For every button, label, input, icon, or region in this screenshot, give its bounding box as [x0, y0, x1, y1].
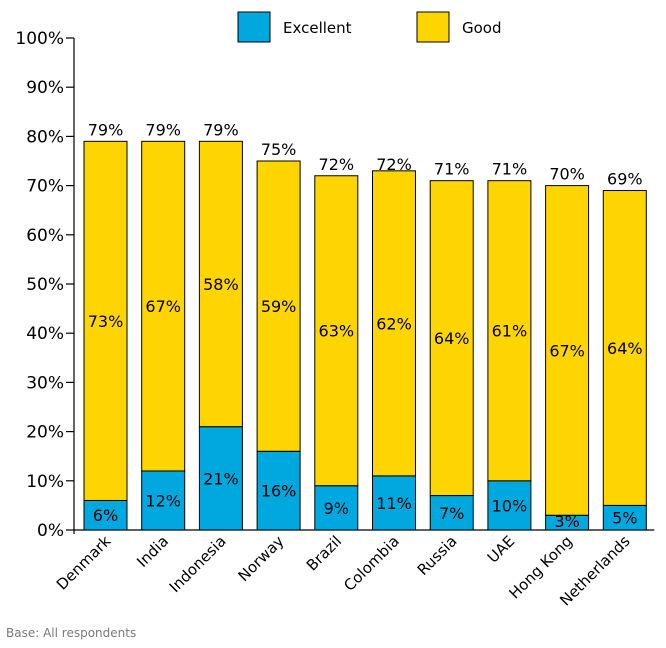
bar-value-label: 5%	[612, 509, 637, 528]
bar-value-label: 62%	[376, 314, 412, 333]
bar-segment-excellent	[83, 499, 128, 531]
bar-total-label: 72%	[376, 155, 412, 174]
bar-value-label: 21%	[203, 469, 239, 488]
bar-value-label: 16%	[261, 482, 297, 501]
bar-segment-good	[198, 140, 243, 428]
legend-swatch-excellent	[237, 11, 271, 43]
bar-total-label: 69%	[607, 170, 643, 189]
legend-label-good: Good	[462, 19, 502, 37]
legend-swatch-good	[416, 11, 450, 43]
stacked-bar-chart: Excellent Good 0% 10% 20% 30% 40% 50% 60% 70% 80% 9…	[15, 11, 655, 609]
x-category-label: Brazil	[303, 532, 345, 574]
base-footnote: Base: All respondents	[6, 626, 137, 640]
bar-segment-excellent	[198, 426, 243, 531]
x-category-label: UAE	[484, 532, 518, 566]
bar-segment-good	[429, 180, 474, 497]
legend-label-excellent: Excellent	[283, 19, 352, 37]
bar-segment-excellent	[314, 485, 359, 531]
bar-segment-good	[256, 160, 301, 452]
y-tick-label: 100%	[15, 29, 64, 49]
bar-total-label: 79%	[88, 120, 124, 139]
y-tick-label: 90%	[26, 78, 64, 98]
bar-value-label: 10%	[492, 496, 528, 515]
bar-total-label: 71%	[434, 160, 470, 179]
y-tick-label: 10%	[26, 472, 64, 492]
y-tick-label: 70%	[26, 177, 64, 197]
x-category-label: Norway	[234, 532, 287, 585]
x-category-label: Russia	[414, 532, 461, 579]
bar-segment-excellent	[141, 470, 186, 531]
bar-segment-excellent	[487, 480, 532, 531]
x-category-label: Indonesia	[166, 532, 230, 596]
x-category-label: India	[133, 532, 172, 571]
bar-value-label: 12%	[145, 491, 181, 510]
bar-value-label: 67%	[145, 297, 181, 316]
bar-value-label: 63%	[319, 322, 355, 341]
y-tick-label: 80%	[26, 127, 64, 147]
bar-value-label: 67%	[549, 341, 585, 360]
bar-value-label: 9%	[324, 499, 349, 518]
bar-value-label: 59%	[261, 297, 297, 316]
bar-total-label: 75%	[261, 140, 297, 159]
bar-total-label: 79%	[203, 120, 239, 139]
bar-value-label: 7%	[439, 504, 464, 523]
y-tick-label: 40%	[26, 324, 64, 344]
bar-value-label: 58%	[203, 275, 239, 294]
bar-total-label: 72%	[319, 155, 355, 174]
bar-value-label: 3%	[554, 512, 579, 531]
y-tick-label: 60%	[26, 226, 64, 246]
bar-segment-good	[602, 190, 647, 506]
y-tick-label: 20%	[26, 423, 64, 443]
bar-value-label: 64%	[434, 329, 470, 348]
bar-value-label: 73%	[88, 312, 124, 331]
bar-segment-good	[372, 170, 416, 477]
bar-segment-excellent	[256, 450, 301, 531]
bar-segment-good	[141, 140, 186, 472]
bar-segment-good	[487, 180, 532, 482]
y-tick-label: 0%	[37, 521, 64, 541]
y-tick-label: 50%	[26, 275, 64, 295]
x-category-label: Colombia	[340, 532, 403, 595]
bar-value-label: 64%	[607, 339, 643, 358]
x-category-label: Denmark	[53, 532, 115, 594]
bar-segment-good	[83, 140, 128, 501]
bar-value-label: 61%	[492, 322, 528, 341]
bar-total-label: 79%	[145, 120, 181, 139]
bar-total-label: 70%	[549, 165, 585, 184]
bar-total-label: 71%	[492, 160, 528, 179]
bar-segment-good	[314, 175, 359, 487]
bar-segment-good	[545, 185, 590, 516]
bar-segment-excellent	[429, 495, 474, 531]
y-tick-label: 30%	[26, 373, 64, 393]
bar-value-label: 11%	[376, 494, 412, 513]
bar-value-label: 6%	[93, 506, 118, 525]
